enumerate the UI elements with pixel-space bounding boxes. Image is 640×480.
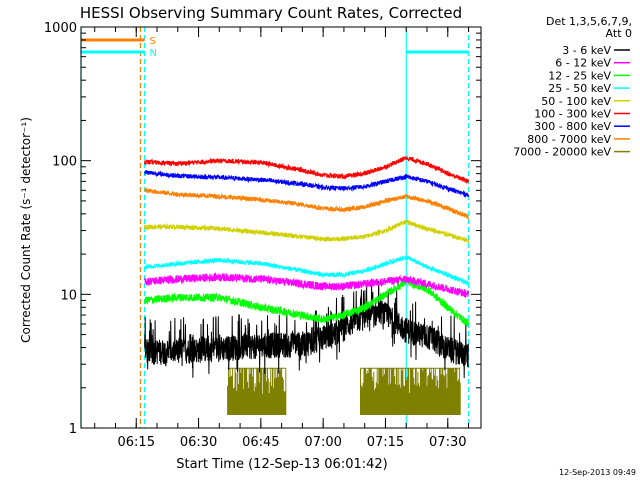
legend-entry-label: 12 - 25 keV bbox=[548, 69, 611, 82]
series-trace-3 bbox=[144, 253, 469, 286]
legend-entry-label: 300 - 800 keV bbox=[534, 120, 611, 133]
legend-header-attenuator: Att 0 bbox=[606, 27, 632, 40]
x-tick-label: 06:30 bbox=[180, 435, 217, 450]
x-tick-label: 07:30 bbox=[429, 435, 466, 450]
series-trace-8 bbox=[227, 367, 461, 415]
series-trace-4 bbox=[144, 219, 469, 245]
y-tick-label: 1000 bbox=[44, 21, 77, 36]
x-tick-label: 06:45 bbox=[242, 435, 279, 450]
series-trace-2 bbox=[144, 275, 469, 328]
legend-header-detectors: Det 1,3,5,6,7,9, bbox=[546, 15, 632, 28]
y-tick-label: 1 bbox=[69, 422, 77, 437]
annotation-label-1: N bbox=[150, 48, 157, 59]
series-trace-1 bbox=[144, 272, 469, 298]
legend-entry-label: 800 - 7000 keV bbox=[527, 133, 611, 146]
legend-entry-label: 100 - 300 keV bbox=[534, 108, 611, 121]
plot-axes: 1 10 100 1000 06:15 06:30 06:45 07:00 07:15 07:30 bbox=[44, 21, 482, 450]
legend-entry-label: 7000 - 20000 keV bbox=[513, 146, 611, 159]
x-tick-label: 06:15 bbox=[118, 435, 155, 450]
plot-traces: SN bbox=[80, 27, 470, 428]
y-axis-label: Corrected Count Rate (s⁻¹ detector⁻¹) bbox=[19, 117, 33, 343]
x-tick-label: 07:00 bbox=[304, 435, 341, 450]
legend-entry-label: 3 - 6 keV bbox=[562, 44, 611, 57]
legend-entry-label: 6 - 12 keV bbox=[555, 57, 611, 70]
x-axis-label: Start Time (12-Sep-13 06:01:42) bbox=[176, 457, 387, 472]
series-trace-5 bbox=[144, 156, 469, 185]
plot-frame bbox=[80, 26, 482, 429]
footer-timestamp: 12-Sep-2013 09:49 bbox=[559, 468, 636, 477]
series-trace-7 bbox=[144, 187, 469, 221]
legend-entry-label: 50 - 100 keV bbox=[541, 95, 611, 108]
y-tick-label: 10 bbox=[60, 288, 77, 303]
annotation-label-0: S bbox=[150, 36, 156, 47]
series-trace-0 bbox=[144, 280, 469, 379]
y-tick-label: 100 bbox=[52, 155, 77, 170]
x-tick-label: 07:15 bbox=[367, 435, 404, 450]
series-trace-6 bbox=[144, 169, 469, 199]
chart-title: HESSI Observing Summary Count Rates, Cor… bbox=[80, 4, 462, 22]
legend-entry-label: 25 - 50 keV bbox=[548, 82, 611, 95]
